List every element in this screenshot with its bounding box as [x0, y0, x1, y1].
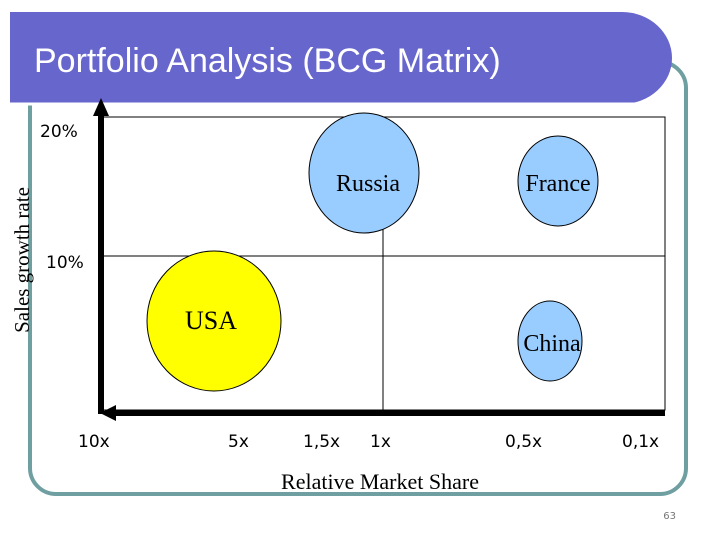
y-axis-label: Sales growth rate [10, 187, 34, 333]
x-arrowhead [100, 405, 116, 421]
x-tick-label: 10x [78, 432, 110, 452]
bubble-label: Russia [336, 171, 400, 197]
bubble [146, 250, 282, 392]
page-number: 63 [663, 511, 676, 522]
y-tick-label: 20% [40, 122, 78, 142]
x-tick-label: 0,1x [622, 432, 659, 452]
title: Portfolio Analysis (BCG Matrix) [34, 42, 501, 80]
x-tick-label: 1x [370, 432, 391, 452]
bubble-label: USA [185, 306, 237, 335]
bubble-label: France [525, 171, 590, 197]
y-tick-label: 10% [46, 253, 84, 273]
bubble [517, 135, 599, 227]
x-tick-label: 5x [228, 432, 249, 452]
bubble [308, 112, 420, 234]
header-band [10, 12, 672, 104]
x-axis-label: Relative Market Share [281, 469, 479, 494]
x-tick-label: 0,5x [505, 432, 542, 452]
x-tick-label: 1,5x [303, 432, 340, 452]
bubble [517, 300, 583, 382]
y-arrowhead [93, 98, 109, 116]
bubble-label: China [523, 331, 581, 357]
